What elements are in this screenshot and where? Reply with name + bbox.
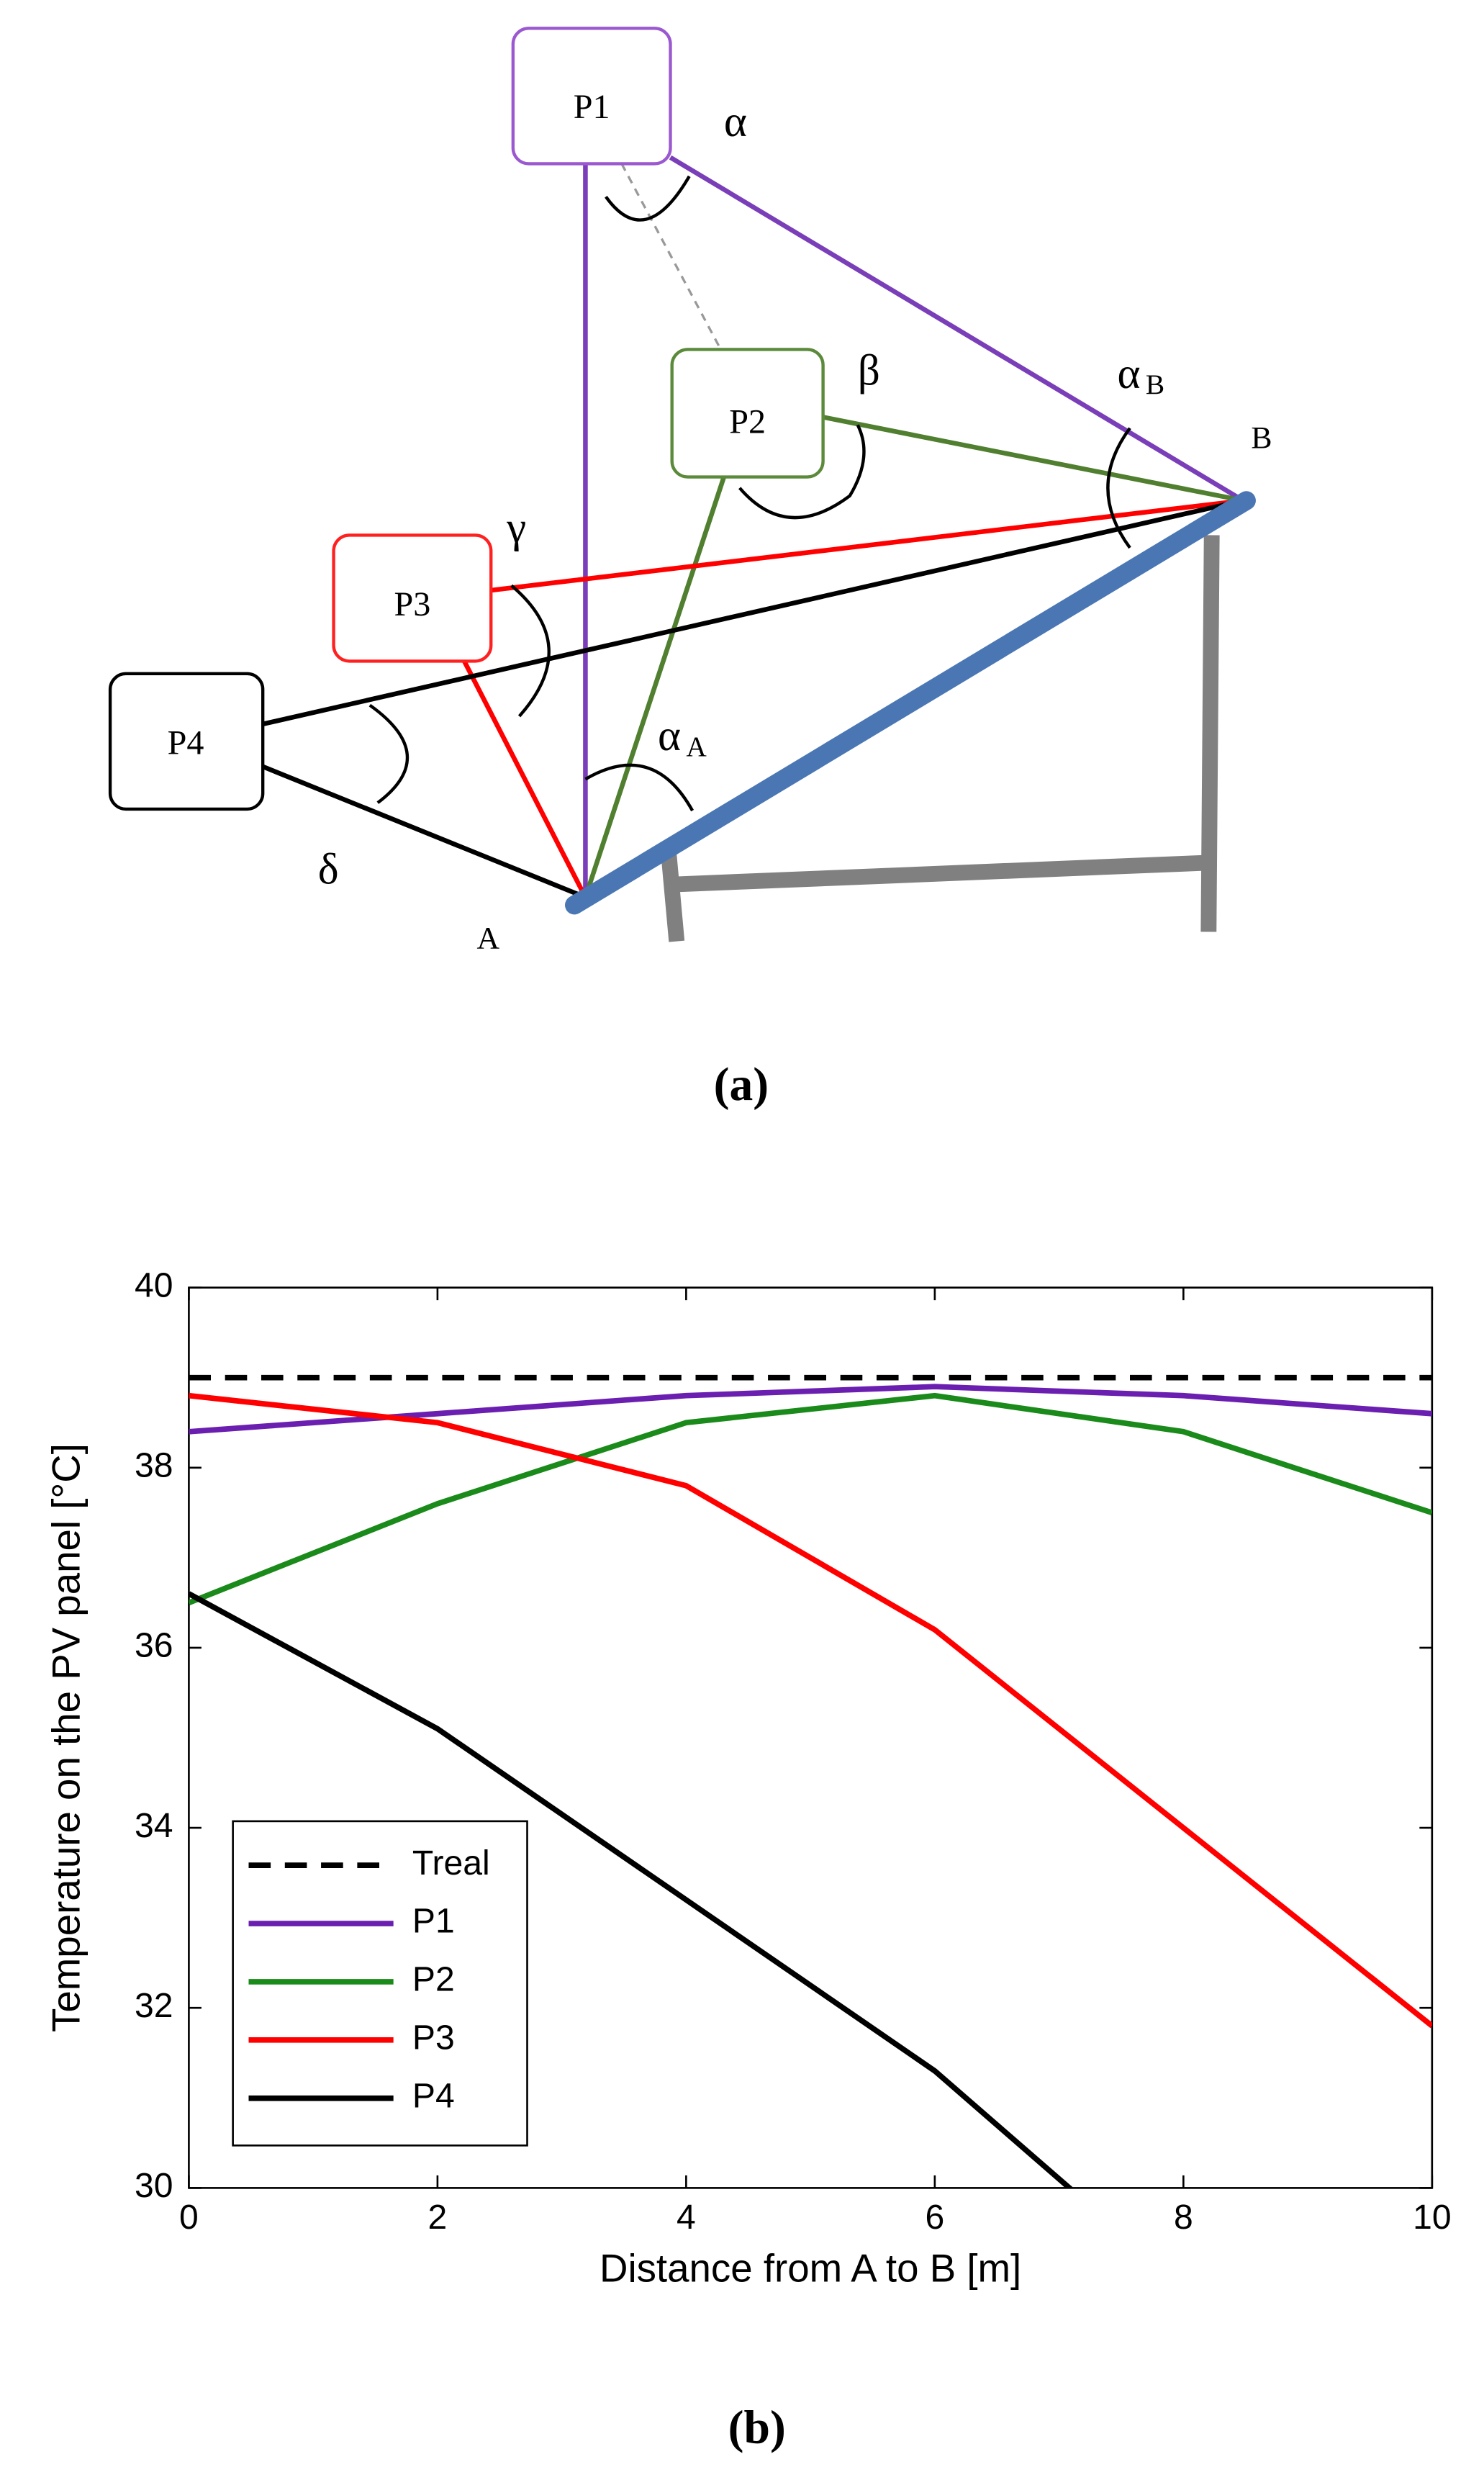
sight-line bbox=[262, 498, 1244, 727]
diagram bbox=[108, 27, 1256, 942]
angle-arc bbox=[510, 584, 551, 718]
node-label: P2 bbox=[729, 402, 766, 441]
legend-label: Treal bbox=[412, 1844, 490, 1882]
angle-subscript: B bbox=[1146, 369, 1164, 400]
x-tick-label: 4 bbox=[677, 2198, 696, 2237]
y-tick-label: 32 bbox=[135, 1986, 173, 2025]
series-line bbox=[189, 1392, 1432, 1605]
plot-lines bbox=[189, 1374, 1432, 2188]
x-tick-label: 8 bbox=[1174, 2198, 1193, 2237]
angle-arc bbox=[738, 424, 866, 520]
x-tick-label: 10 bbox=[1413, 2198, 1452, 2237]
sight-line bbox=[620, 163, 722, 351]
legend-label: P4 bbox=[412, 2076, 455, 2115]
angle-label: γ bbox=[506, 503, 526, 552]
support bbox=[661, 854, 685, 942]
node-box bbox=[332, 533, 493, 663]
angle-arc bbox=[368, 703, 410, 804]
legend-label: P1 bbox=[412, 1902, 455, 1941]
caption: (b) bbox=[728, 2401, 786, 2453]
caption: (a) bbox=[714, 1059, 769, 1111]
sight-line bbox=[462, 659, 588, 898]
y-tick-label: 34 bbox=[135, 1806, 173, 1845]
legend-label: P3 bbox=[412, 2019, 455, 2057]
sight-line bbox=[261, 764, 587, 900]
sight-line bbox=[669, 155, 1245, 503]
point-label: B bbox=[1251, 420, 1272, 455]
support bbox=[1200, 535, 1220, 932]
angle-label: α bbox=[1118, 349, 1141, 398]
x-axis-label: Distance from A to B [m] bbox=[600, 2247, 1021, 2291]
angle-subscript: A bbox=[686, 731, 707, 762]
y-tick-label: 40 bbox=[135, 1266, 173, 1304]
legend-label: P2 bbox=[412, 1960, 455, 1999]
node-label: P4 bbox=[168, 723, 204, 762]
series-line bbox=[189, 1591, 1074, 2188]
angle-label: δ bbox=[318, 845, 339, 894]
node-label: P1 bbox=[574, 88, 610, 126]
series-line bbox=[189, 1392, 1432, 2029]
x-tick-label: 2 bbox=[428, 2198, 448, 2237]
y-axis-label: Temperature on the PV panel [°C] bbox=[45, 1443, 89, 2032]
node-box bbox=[511, 27, 672, 166]
x-tick-label: 0 bbox=[179, 2198, 199, 2237]
pv-panel bbox=[565, 491, 1256, 915]
x-tick-label: 6 bbox=[925, 2198, 944, 2237]
angle-arc bbox=[605, 175, 691, 222]
legend: Treal P1 P2 P3 P4 bbox=[232, 1820, 528, 2147]
angle-label: α bbox=[658, 711, 681, 760]
angle-label: α bbox=[724, 97, 747, 146]
y-tick-label: 36 bbox=[135, 1626, 173, 1665]
point-label: A bbox=[477, 921, 500, 956]
chart: 0 2 4 6 8 10 30 32 34 36 38 40 Distance from A to B … bbox=[45, 1266, 1452, 2291]
node-box bbox=[108, 672, 265, 811]
y-tick-label: 38 bbox=[135, 1446, 173, 1484]
diagram-labels: P1 P2 P3 P4 α β α B γ α A δ B A (a) bbox=[168, 88, 1272, 1111]
node-box bbox=[670, 348, 825, 479]
sight-line bbox=[822, 415, 1244, 503]
node-label: P3 bbox=[394, 585, 431, 623]
support bbox=[668, 854, 1213, 893]
angle-label: β bbox=[858, 346, 880, 394]
y-tick-label: 30 bbox=[135, 2166, 173, 2205]
sight-line bbox=[583, 476, 726, 898]
sight-line bbox=[490, 498, 1244, 593]
angle-arc bbox=[1106, 427, 1131, 549]
angle-arc bbox=[584, 763, 695, 812]
